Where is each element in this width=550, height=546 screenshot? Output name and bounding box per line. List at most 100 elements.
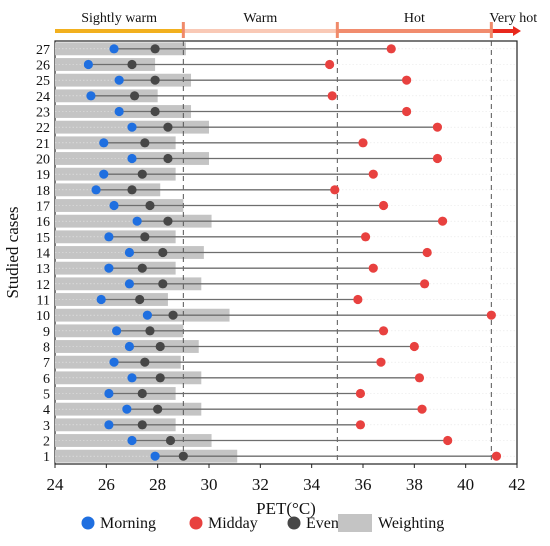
- evening-point: [145, 200, 155, 211]
- evening-point: [145, 326, 155, 336]
- midday-point: [330, 185, 340, 195]
- y-tick-label: 25: [36, 74, 50, 89]
- evening-point: [137, 263, 147, 273]
- morning-point: [109, 200, 119, 211]
- evening-point: [150, 75, 160, 85]
- y-tick-label: 16: [36, 215, 50, 230]
- midday-point: [353, 294, 363, 305]
- midday-point: [437, 216, 448, 226]
- legend-swatch: [287, 516, 301, 530]
- midday-point: [409, 341, 419, 352]
- legend-swatch: [81, 516, 95, 530]
- midday-point: [417, 404, 427, 414]
- y-tick-label: 5: [43, 388, 50, 403]
- evening-point: [178, 451, 188, 461]
- midday-point: [327, 91, 337, 101]
- y-tick-label: 17: [36, 200, 50, 215]
- y-tick-label: 11: [37, 294, 50, 309]
- evening-point: [155, 373, 165, 383]
- evening-point: [150, 44, 160, 54]
- y-axis-label: Studied cases: [3, 206, 22, 298]
- evening-point: [137, 169, 147, 179]
- x-tick-label: 26: [98, 475, 115, 494]
- y-tick-label: 4: [43, 403, 50, 418]
- y-tick-label: 20: [36, 153, 50, 168]
- midday-point: [414, 373, 425, 383]
- evening-point: [140, 232, 150, 242]
- legend-swatch: [189, 516, 203, 530]
- morning-point: [127, 435, 137, 446]
- connector-lines: [88, 48, 497, 457]
- midday-point: [402, 106, 412, 117]
- y-tick-label: 12: [36, 278, 50, 293]
- x-tick-label: 30: [201, 475, 218, 494]
- evening-point: [140, 138, 150, 148]
- evening-point: [163, 122, 173, 132]
- x-tick-label: 32: [252, 475, 269, 494]
- y-tick-label: 10: [36, 309, 50, 324]
- morning-point: [124, 279, 135, 289]
- x-tick-label: 34: [303, 475, 321, 494]
- legend: Morning Midday Evening Weighting: [81, 514, 444, 532]
- y-tick-label: 8: [43, 341, 50, 356]
- midday-point: [358, 138, 368, 148]
- midday-point: [432, 153, 443, 164]
- evening-point: [153, 404, 163, 414]
- y-tick-labels: 1234567891011121314151617181920212223242…: [36, 43, 50, 465]
- evening-point: [165, 435, 176, 446]
- y-tick-label: 7: [43, 356, 50, 371]
- morning-point: [124, 247, 135, 258]
- midday-point: [360, 232, 371, 242]
- evening-point: [168, 310, 178, 320]
- zone-label: Warm: [243, 11, 277, 26]
- morning-point: [83, 59, 93, 70]
- evening-point: [137, 388, 147, 399]
- morning-point: [104, 263, 114, 273]
- x-tick-label: 40: [457, 475, 474, 494]
- x-tick-label: 38: [406, 475, 423, 494]
- morning-point: [142, 310, 152, 320]
- zone-bar: [183, 29, 338, 33]
- morning-point: [91, 185, 101, 195]
- plot-area: [54, 40, 518, 465]
- midday-point: [402, 75, 412, 85]
- x-tick-label: 28: [149, 475, 166, 494]
- morning-point: [124, 341, 135, 352]
- midday-point: [368, 263, 378, 273]
- y-tick-label: 15: [36, 231, 50, 246]
- y-tick-label: 21: [36, 137, 50, 152]
- zone-bar: [55, 29, 184, 33]
- evening-point: [163, 153, 173, 164]
- evening-point: [163, 216, 173, 226]
- zone-label: Hot: [404, 11, 425, 26]
- zone-boundary-marker: [335, 22, 339, 38]
- y-tick-label: 6: [43, 372, 50, 387]
- y-tick-label: 22: [36, 121, 50, 136]
- y-tick-label: 9: [43, 325, 50, 340]
- midday-point: [386, 44, 396, 54]
- morning-point: [122, 404, 132, 414]
- evening-point: [158, 279, 168, 289]
- legend-label: Midday: [208, 515, 258, 532]
- evening-point: [135, 294, 145, 305]
- morning-point: [150, 451, 160, 461]
- evening-point: [158, 247, 168, 258]
- x-tick-label: 24: [47, 475, 65, 494]
- midday-point: [378, 326, 389, 336]
- midday-point: [376, 357, 386, 367]
- morning-point: [109, 44, 119, 54]
- legend-swatch: [338, 514, 372, 532]
- y-tick-label: 2: [43, 435, 50, 450]
- legend-label: Morning: [100, 515, 156, 532]
- evening-point: [140, 357, 150, 367]
- evening-point: [137, 420, 147, 430]
- evening-point: [150, 106, 160, 117]
- morning-point: [114, 106, 124, 117]
- legend-label: Weighting: [378, 515, 444, 532]
- data-points: [83, 44, 502, 461]
- morning-point: [99, 138, 109, 148]
- morning-point: [114, 75, 124, 85]
- morning-point: [99, 169, 109, 179]
- x-axis-label: PET(°C): [256, 499, 316, 518]
- morning-point: [104, 232, 114, 242]
